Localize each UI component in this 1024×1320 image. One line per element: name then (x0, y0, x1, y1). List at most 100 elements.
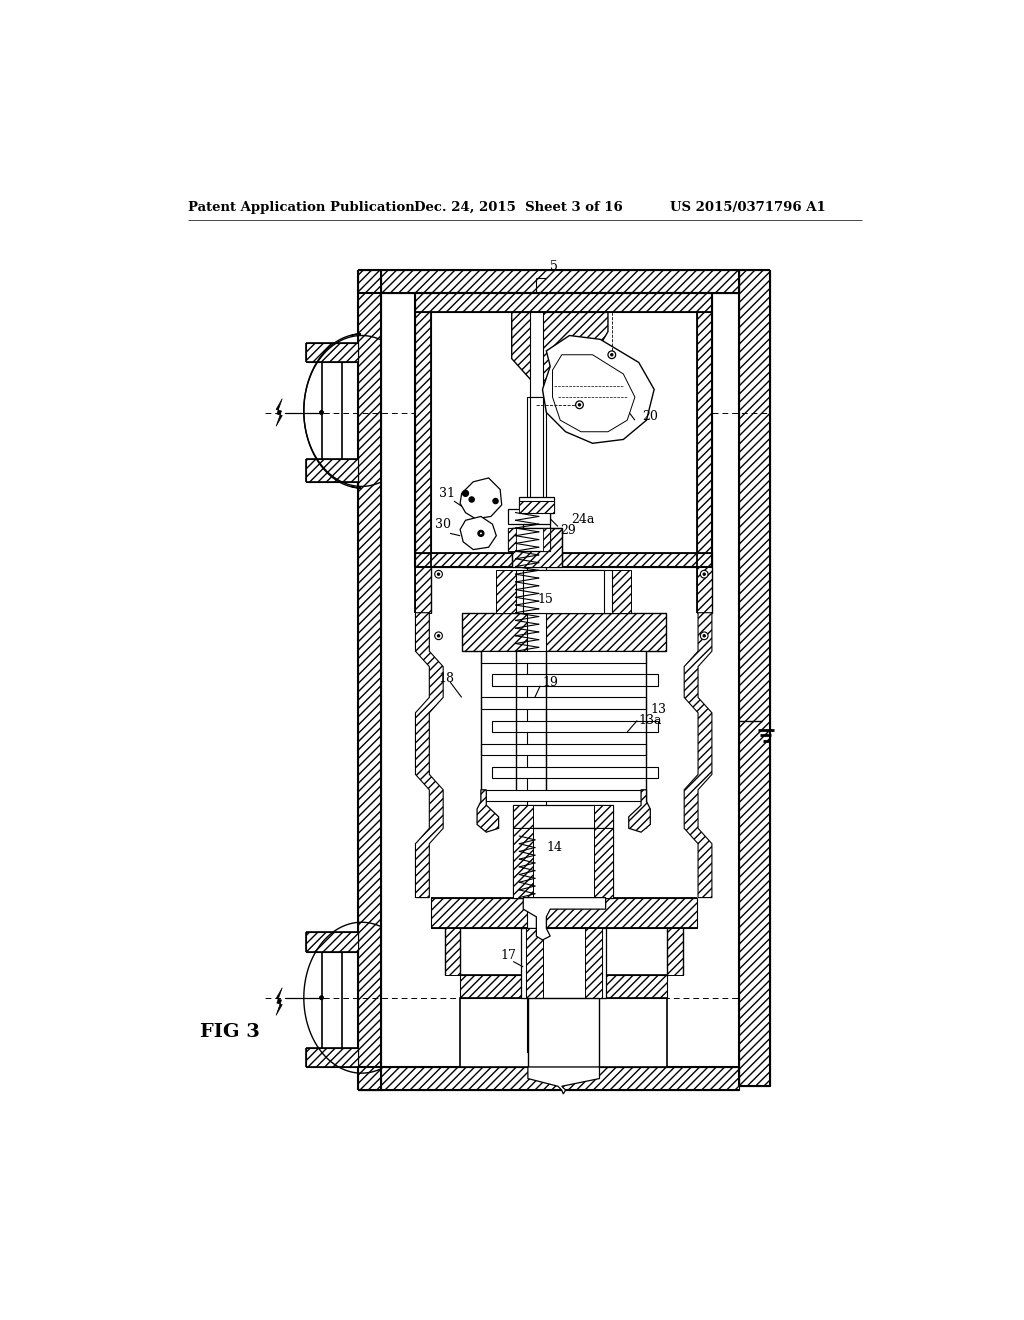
Bar (508, 528, 515, 552)
Bar (739, 271, 770, 1086)
Circle shape (437, 573, 439, 576)
Circle shape (579, 404, 581, 407)
Polygon shape (460, 516, 497, 549)
Bar (519, 502, 554, 512)
Circle shape (437, 635, 439, 638)
Circle shape (435, 570, 442, 578)
Circle shape (479, 532, 482, 535)
Bar (513, 829, 613, 898)
Polygon shape (629, 789, 650, 832)
Bar (594, 805, 613, 829)
Bar (431, 313, 696, 553)
Bar (493, 767, 658, 779)
Bar (508, 508, 550, 524)
Bar (493, 675, 658, 686)
Bar (306, 932, 357, 952)
Text: 17: 17 (500, 949, 516, 962)
Circle shape (610, 354, 613, 356)
Text: 24a: 24a (571, 512, 594, 525)
Circle shape (319, 411, 324, 414)
Bar (481, 789, 646, 801)
Text: 20: 20 (643, 411, 658, 424)
Bar (481, 651, 646, 663)
Bar (527, 566, 547, 1052)
Circle shape (700, 632, 708, 640)
Circle shape (700, 570, 708, 578)
Bar (696, 313, 712, 566)
Bar (416, 553, 712, 566)
Circle shape (575, 401, 584, 409)
Text: 31: 31 (438, 487, 455, 500)
Circle shape (608, 351, 615, 359)
Bar (416, 566, 431, 612)
Polygon shape (416, 612, 443, 898)
Circle shape (435, 632, 442, 640)
Bar (521, 928, 606, 998)
Text: 19: 19 (543, 676, 558, 689)
Bar (306, 343, 357, 363)
Polygon shape (276, 399, 283, 426)
Bar (497, 570, 631, 612)
Circle shape (703, 635, 706, 638)
Bar (493, 721, 658, 733)
Polygon shape (528, 1067, 599, 1094)
Bar (527, 397, 547, 566)
Circle shape (493, 499, 499, 504)
Text: US 2015/0371796 A1: US 2015/0371796 A1 (670, 201, 825, 214)
Bar (460, 974, 668, 998)
Bar (357, 271, 739, 293)
Bar (416, 293, 712, 313)
Circle shape (319, 995, 324, 999)
Circle shape (703, 573, 706, 576)
Bar (462, 612, 666, 651)
Polygon shape (543, 335, 654, 444)
Bar (513, 805, 532, 829)
Bar (512, 528, 562, 566)
Bar (357, 1067, 739, 1090)
Circle shape (463, 490, 469, 496)
Circle shape (469, 496, 474, 502)
Bar (431, 898, 696, 928)
Text: 15: 15 (538, 593, 553, 606)
Text: 30: 30 (435, 517, 451, 531)
Bar (523, 570, 604, 612)
Bar (444, 928, 460, 974)
Bar (668, 928, 683, 974)
Polygon shape (512, 313, 608, 397)
Bar (306, 459, 357, 482)
Bar (525, 928, 602, 998)
Text: Patent Application Publication: Patent Application Publication (188, 201, 415, 214)
Polygon shape (684, 612, 712, 898)
Bar (696, 566, 712, 612)
Bar (530, 313, 543, 397)
Bar (543, 528, 550, 552)
Text: 13: 13 (650, 702, 667, 715)
Text: FIG 3: FIG 3 (200, 1023, 260, 1041)
Bar (525, 928, 543, 998)
Circle shape (478, 531, 484, 536)
Bar (357, 271, 381, 1090)
Bar (585, 928, 602, 998)
Bar (594, 829, 613, 898)
Bar (523, 508, 550, 528)
Polygon shape (523, 898, 605, 940)
Bar (513, 805, 613, 829)
Bar (515, 570, 611, 612)
Polygon shape (477, 789, 499, 832)
Polygon shape (553, 355, 635, 432)
Text: 13a: 13a (639, 714, 663, 727)
Polygon shape (460, 478, 502, 519)
Bar (306, 1048, 357, 1067)
Polygon shape (276, 987, 283, 1015)
Bar (519, 498, 554, 512)
Bar (513, 829, 532, 898)
Bar (481, 743, 646, 755)
Bar (416, 313, 431, 566)
Text: 18: 18 (438, 672, 455, 685)
Bar (508, 528, 550, 552)
Text: 14: 14 (547, 841, 562, 854)
Bar (481, 697, 646, 709)
Text: 5: 5 (550, 260, 558, 273)
Bar (460, 998, 668, 1067)
Text: 29: 29 (560, 524, 575, 537)
